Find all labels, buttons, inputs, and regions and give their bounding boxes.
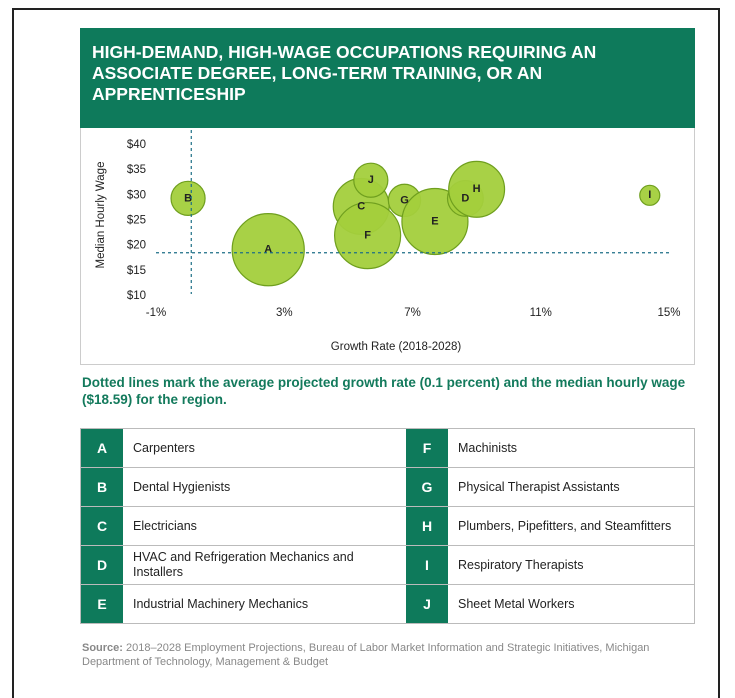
- legend-row: H Plumbers, Pipefitters, and Steamfitters: [406, 507, 695, 546]
- chart-title: HIGH-DEMAND, HIGH-WAGE OCCUPATIONS REQUI…: [92, 42, 597, 104]
- y-tick-label: $25: [127, 215, 146, 227]
- source: Source: 2018–2028 Employment Projections…: [82, 641, 702, 669]
- bubble: [448, 160, 506, 218]
- y-tick-label: $10: [127, 290, 146, 302]
- bubble: [333, 201, 402, 270]
- source-text: 2018–2028 Employment Projections, Bureau…: [82, 642, 650, 668]
- bubble-label: B: [184, 192, 192, 204]
- legend-letter: E: [81, 585, 123, 623]
- bubble-label: I: [648, 189, 651, 201]
- legend-name: HVAC and Refrigeration Mechanics and Ins…: [133, 550, 354, 579]
- bubble: [170, 180, 206, 216]
- note: Dotted lines mark the average projected …: [82, 375, 686, 407]
- legend-name: Sheet Metal Workers: [458, 596, 575, 611]
- legend-letter: J: [406, 585, 448, 623]
- legend-letter: H: [406, 507, 448, 545]
- legend-name: Respiratory Therapists: [458, 557, 584, 572]
- legend-letter: I: [406, 546, 448, 584]
- bubble-label: F: [364, 230, 371, 242]
- legend-name: Machinists: [458, 440, 518, 455]
- chart-area: Growth Rate (2018-2028) Median Hourly Wa…: [80, 128, 695, 365]
- x-axis-title: Growth Rate (2018-2028): [331, 341, 462, 353]
- legend-row: B Dental Hygienists: [81, 468, 407, 507]
- legend-row: C Electricians: [81, 507, 407, 546]
- legend-table-left: A Carpenters B Dental Hygienists C Electricia…: [80, 428, 407, 624]
- legend-name: Dental Hygienists: [133, 479, 231, 494]
- legend-row: A Carpenters: [81, 429, 407, 468]
- legend-row: J Sheet Metal Workers: [406, 585, 695, 624]
- legend-name: Electricians: [133, 518, 197, 533]
- legend-name: Industrial Machinery Mechanics: [133, 596, 309, 611]
- x-tick-label: -1%: [146, 307, 166, 319]
- x-tick-label: 11%: [530, 307, 552, 319]
- y-tick-label: $30: [127, 189, 146, 201]
- bubble-label: E: [431, 215, 438, 227]
- legend-table-right: F Machinists G Physical Therapist Assistant…: [406, 428, 695, 624]
- y-axis-title: Median Hourly Wage: [95, 162, 107, 269]
- legend-letter: C: [81, 507, 123, 545]
- legend-row: D HVAC and Refrigeration Mechanics and In…: [81, 546, 407, 585]
- legend-letter: A: [81, 429, 123, 467]
- bubble-label: H: [473, 183, 481, 195]
- bubbles: A B C J F G E DH I: [170, 160, 661, 287]
- y-tick-label: $20: [127, 240, 146, 252]
- bubble: [231, 213, 305, 287]
- legend-row: F Machinists: [406, 429, 695, 468]
- legend-letter: B: [81, 468, 123, 506]
- y-tick-label: $35: [127, 164, 146, 176]
- legend-letter: D: [81, 546, 123, 584]
- frame: [12, 8, 720, 698]
- bubble-label: A: [264, 244, 272, 256]
- x-tick-label: 15%: [657, 307, 680, 319]
- legend-name: Physical Therapist Assistants: [458, 479, 620, 494]
- legend-row: I Respiratory Therapists: [406, 546, 695, 585]
- bubble: [639, 184, 661, 206]
- bubble-label: G: [400, 194, 409, 206]
- legend-name: Plumbers, Pipefitters, and Steamfitters: [458, 518, 672, 533]
- legend-letter: G: [406, 468, 448, 506]
- bubble-label: C: [357, 200, 365, 212]
- legend-row: E Industrial Machinery Mechanics: [81, 585, 407, 624]
- y-tick-label: $15: [127, 265, 146, 277]
- x-tick-label: 7%: [404, 307, 421, 319]
- legend-row: G Physical Therapist Assistants: [406, 468, 695, 507]
- source-label: Source:: [82, 642, 123, 654]
- chart: Growth Rate (2018-2028) Median Hourly Wa…: [95, 130, 681, 353]
- header: HIGH-DEMAND, HIGH-WAGE OCCUPATIONS REQUI…: [80, 28, 695, 128]
- y-tick-label: $40: [127, 139, 146, 151]
- bubble: [353, 162, 389, 198]
- x-tick-label: 3%: [276, 307, 293, 319]
- legend-name: Carpenters: [133, 440, 195, 455]
- bubble-label: J: [368, 174, 374, 186]
- page: {"chart_data": { "type": "bubble", "titl…: [12, 8, 720, 698]
- legend-letter: F: [406, 429, 448, 467]
- bubble-label: D: [461, 192, 469, 204]
